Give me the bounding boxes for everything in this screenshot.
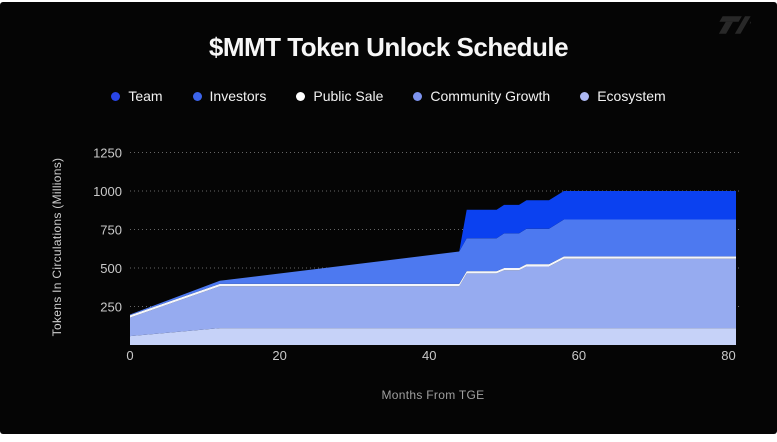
unlock-area-chart: 250 500 750 1000 1250 0 20 40 60 80 bbox=[93, 146, 742, 363]
x-axis-title: Months From TGE bbox=[381, 388, 485, 402]
x-tick-label-40: 40 bbox=[422, 348, 436, 363]
y-tick-label-1000: 1000 bbox=[93, 184, 122, 199]
y-tick-label-750: 750 bbox=[100, 223, 122, 238]
chart-card: 250 500 750 1000 1250 0 20 40 60 80 $MMT Token Un… bbox=[0, 2, 777, 434]
y-tick-label-500: 500 bbox=[100, 261, 122, 276]
y-axis-title: Tokens In Circulations (Millions) bbox=[50, 157, 64, 337]
public-sale-legend-dot-icon bbox=[296, 91, 306, 101]
investors-legend-dot-icon bbox=[192, 91, 202, 101]
area-community-growth bbox=[130, 258, 736, 337]
chart-legend: Team Investors Public Sale Community Growth… bbox=[0, 88, 777, 104]
legend-item-ecosystem[interactable]: Ecosystem bbox=[580, 88, 666, 104]
legend-label-investors: Investors bbox=[209, 88, 267, 104]
legend-item-investors[interactable]: Investors bbox=[192, 88, 267, 104]
legend-label-community-growth: Community Growth bbox=[430, 88, 551, 104]
legend-label-ecosystem: Ecosystem bbox=[597, 88, 666, 104]
area-team bbox=[130, 191, 736, 315]
ecosystem-legend-dot-icon bbox=[580, 91, 590, 101]
brand-logo-icon bbox=[718, 16, 751, 34]
y-tick-label-250: 250 bbox=[100, 300, 122, 315]
legend-label-public-sale: Public Sale bbox=[313, 88, 384, 104]
legend-item-public-sale[interactable]: Public Sale bbox=[296, 88, 383, 104]
x-tick-label-20: 20 bbox=[272, 348, 286, 363]
x-tick-label-60: 60 bbox=[572, 348, 586, 363]
y-tick-label-1250: 1250 bbox=[93, 146, 122, 161]
area-investors bbox=[130, 219, 736, 316]
legend-item-community-growth[interactable]: Community Growth bbox=[413, 88, 550, 104]
page-title: $MMT Token Unlock Schedule bbox=[208, 32, 569, 62]
legend-item-team[interactable]: Team bbox=[111, 88, 163, 104]
area-ecosystem bbox=[130, 328, 736, 345]
legend-label-team: Team bbox=[128, 88, 163, 104]
team-legend-dot-icon bbox=[111, 91, 121, 101]
x-tick-label-80: 80 bbox=[721, 348, 735, 363]
community-growth-legend-dot-icon bbox=[413, 91, 423, 101]
x-tick-label-0: 0 bbox=[126, 348, 133, 363]
